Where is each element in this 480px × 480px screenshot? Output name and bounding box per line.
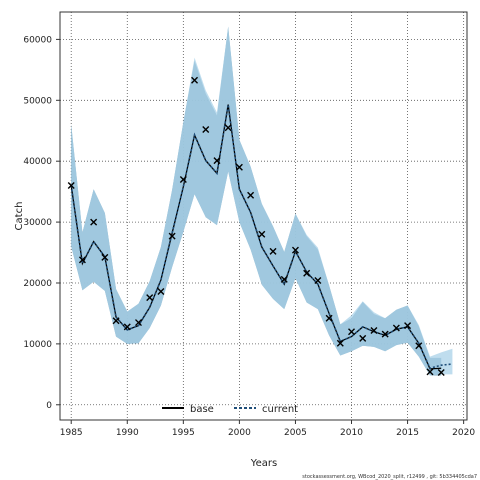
series-lines	[70, 104, 453, 370]
y-tick-label: 40000	[23, 157, 52, 167]
plot-frame	[59, 11, 468, 421]
observed-point	[202, 126, 210, 134]
x-tick-label: 1990	[116, 428, 139, 438]
legend-current-label: current	[262, 404, 298, 415]
observed-point	[146, 294, 154, 302]
observed-point	[280, 275, 288, 283]
y-axis-label: Catch	[14, 202, 25, 231]
observed-point	[269, 247, 277, 255]
observed-point	[415, 342, 423, 350]
observed-point	[224, 124, 232, 132]
y-tick-label: 0	[46, 401, 52, 411]
footer-credit: stockassessment.org, WBcod_2020_split, r…	[302, 474, 477, 480]
y-tick-label: 60000	[23, 35, 52, 45]
observed-point	[101, 253, 109, 261]
x-tick-label: 2000	[228, 428, 251, 438]
y-tick-label: 20000	[23, 279, 52, 289]
observed-point	[179, 175, 187, 183]
axis-ticks: 1985 1990 1995 2000 2005 2010 2015 2020 0 10000 20…	[23, 35, 475, 438]
observed-point	[370, 326, 378, 334]
observed-point	[325, 314, 333, 322]
y-tick-label: 50000	[23, 96, 52, 106]
y-tick-label: 30000	[23, 218, 52, 228]
x-tick-label: 1995	[172, 428, 195, 438]
legend-base-label: base	[190, 404, 214, 415]
observed-point	[381, 330, 389, 338]
observed-point	[258, 230, 266, 238]
observed-point	[67, 182, 75, 190]
x-axis-label: Years	[250, 458, 277, 469]
observed-point	[426, 368, 434, 376]
observed-point	[437, 369, 445, 376]
observed-point	[235, 163, 243, 171]
observed-point	[123, 323, 131, 331]
legend: base current	[162, 404, 298, 415]
observed-point	[168, 232, 176, 240]
observed-point	[336, 339, 344, 347]
observed-point	[191, 76, 199, 84]
observed-point	[157, 288, 165, 296]
observed-point	[359, 334, 367, 342]
observed-point	[392, 324, 400, 332]
observed-point	[404, 322, 412, 330]
observed-point	[134, 319, 142, 327]
observed-point	[291, 246, 299, 254]
line-current	[70, 104, 453, 370]
observed-points	[67, 76, 445, 376]
observed-point	[348, 328, 356, 336]
x-tick-label: 2005	[284, 428, 307, 438]
x-tick-label: 1985	[60, 428, 83, 438]
observed-point	[314, 277, 322, 285]
x-tick-label: 2015	[396, 428, 419, 438]
observed-point	[90, 218, 98, 226]
observed-point	[213, 157, 221, 165]
x-tick-label: 2010	[340, 428, 363, 438]
y-tick-label: 10000	[23, 340, 52, 350]
observed-point	[303, 269, 311, 277]
confidence-bands	[71, 26, 453, 376]
x-tick-label: 2020	[452, 428, 475, 438]
band-current	[71, 26, 453, 376]
observed-point	[78, 256, 86, 264]
observed-point	[112, 317, 120, 325]
observed-point	[247, 191, 255, 199]
